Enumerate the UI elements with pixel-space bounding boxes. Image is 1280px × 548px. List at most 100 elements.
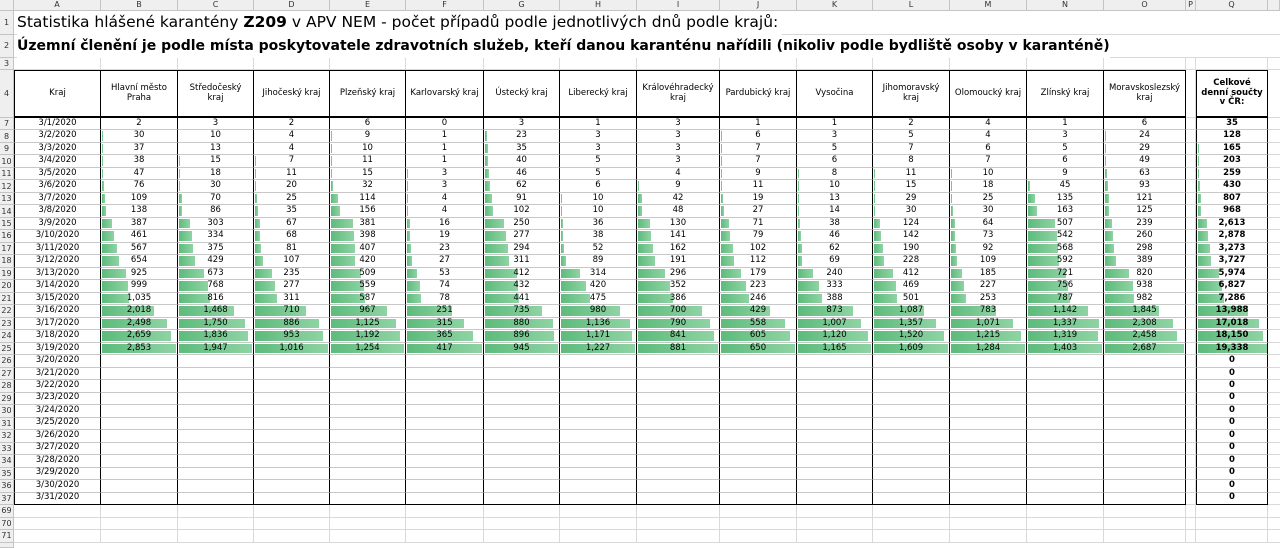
row-number: 37: [0, 492, 14, 505]
total-header: Celkové denní součty v ČR:: [1196, 70, 1268, 118]
value-cell-bar: [102, 206, 106, 216]
grid-cell: [101, 517, 178, 530]
row-number: 2: [0, 35, 14, 58]
value-cell-text: 11: [752, 180, 764, 191]
value-cell: 567: [101, 242, 178, 256]
column-letter: O: [1104, 0, 1186, 11]
value-cell: 52: [560, 242, 637, 256]
grid-cell: [1186, 467, 1196, 481]
grid-cell: [1186, 217, 1196, 231]
grid-cell: [178, 517, 254, 530]
value-cell: 1,071: [950, 317, 1027, 331]
value-cell-bar: [179, 243, 194, 254]
empty-cell: [1104, 480, 1186, 493]
value-cell: 816: [178, 292, 254, 306]
value-cell: 294: [484, 242, 560, 256]
value-cell-text: 223: [749, 280, 767, 291]
value-cell-text: 138: [130, 205, 148, 216]
value-cell: 2,018: [101, 305, 178, 318]
value-cell: 29: [873, 192, 950, 206]
value-cell-bar: [1105, 156, 1107, 166]
value-cell: 228: [873, 255, 950, 268]
value-cell: 9: [330, 130, 406, 143]
value-cell-text: 156: [359, 205, 376, 216]
grid-cell: [1268, 280, 1280, 293]
value-cell-text: 1,337: [1052, 317, 1078, 328]
value-cell-bar: [798, 231, 801, 241]
value-cell: 1,357: [873, 317, 950, 331]
value-cell-bar: [951, 293, 966, 304]
value-cell-text: 179: [749, 267, 767, 278]
grid-cell: [330, 505, 406, 518]
date-cell: 3/20/2020: [14, 355, 101, 368]
value-cell-bar: [951, 243, 957, 254]
empty-cell: [720, 405, 797, 418]
value-cell-bar: [951, 231, 956, 241]
value-cell: 417: [406, 342, 484, 356]
value-cell-bar: [721, 256, 734, 266]
grid-cell: [797, 530, 873, 543]
row-number: 69: [0, 505, 14, 518]
value-cell-text: 2: [288, 117, 295, 128]
value-cell-bar: [951, 268, 962, 279]
value-cell: 5: [560, 155, 637, 168]
row-number: 70: [0, 517, 14, 530]
empty-cell: [178, 455, 254, 468]
value-cell-text: 7: [288, 155, 295, 166]
value-cell-text: 6: [831, 155, 838, 166]
value-cell-bar: [407, 181, 408, 191]
value-cell-text: 0: [441, 117, 448, 128]
grid-cell: [1186, 442, 1196, 456]
value-cell-text: 381: [359, 217, 376, 228]
value-cell: 73: [950, 230, 1027, 243]
value-cell-bar: [798, 306, 853, 316]
value-cell-text: 386: [669, 292, 687, 303]
empty-cell: [484, 480, 560, 493]
value-cell: 407: [330, 242, 406, 256]
value-cell-bar: [102, 256, 119, 266]
total-cell-text: 0: [1229, 442, 1235, 453]
value-cell: 429: [178, 255, 254, 268]
value-cell-text: 91: [516, 192, 527, 203]
value-cell-bar: [102, 231, 114, 241]
value-cell: 735: [484, 305, 560, 318]
value-cell-bar: [638, 281, 670, 291]
value-cell-text: 15: [210, 155, 221, 166]
empty-cell: [1027, 367, 1104, 381]
total-cell-bar: [1198, 218, 1208, 229]
value-cell: 62: [484, 180, 560, 193]
value-cell-bar: [255, 318, 319, 329]
value-cell-bar: [1105, 206, 1109, 216]
empty-cell: [637, 392, 720, 406]
value-cell: 1,142: [1027, 305, 1104, 318]
grid-cell: [1268, 368, 1280, 381]
grid-cell: [484, 530, 560, 543]
value-cell-text: 10: [210, 130, 221, 141]
value-cell-text: 52: [592, 242, 604, 253]
grid-cell: [1268, 143, 1280, 156]
value-cell-bar: [798, 318, 862, 329]
empty-cell: [1104, 392, 1186, 406]
row-number: 4: [0, 70, 14, 118]
value-cell-bar: [1028, 193, 1036, 204]
value-cell: 387: [101, 217, 178, 231]
value-cell-text: 11: [286, 167, 297, 178]
grid-cell: [1268, 443, 1280, 456]
grid-cell: [560, 58, 637, 70]
value-cell-text: 1: [441, 155, 448, 166]
value-cell: 412: [484, 267, 560, 281]
value-cell-text: 559: [359, 280, 376, 291]
value-cell: 2,687: [1104, 342, 1186, 356]
value-cell: 5: [873, 130, 950, 143]
value-cell-bar: [179, 168, 180, 179]
column-header: Jihočeský kraj: [254, 70, 330, 118]
date-cell: 3/8/2020: [14, 205, 101, 218]
date-cell: 3/17/2020: [14, 318, 101, 331]
grid-cell: [178, 530, 254, 543]
value-cell-text: 1,254: [355, 342, 380, 353]
grid-cell: [873, 58, 950, 70]
value-cell: 13: [178, 142, 254, 156]
value-cell: 1,337: [1027, 317, 1104, 331]
value-cell: 592: [1027, 255, 1104, 268]
empty-cell: [720, 392, 797, 406]
